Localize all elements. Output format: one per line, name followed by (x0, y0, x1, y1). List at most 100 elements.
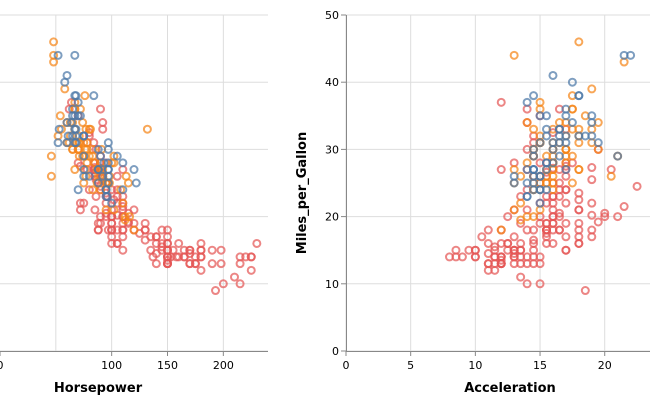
grid-lines (345, 14, 650, 352)
data-points (46, 37, 262, 296)
data-point-usa (561, 218, 571, 228)
data-point-japan (626, 50, 636, 60)
data-point-usa (496, 165, 506, 175)
data-point-japan (574, 91, 584, 101)
data-point-usa (522, 225, 532, 235)
data-point-usa (548, 238, 558, 248)
data-point-europe (529, 124, 539, 134)
data-point-japan (561, 111, 571, 121)
data-point-europe (496, 225, 506, 235)
data-point-usa (112, 171, 122, 181)
data-point-japan (73, 185, 83, 195)
data-point-europe (74, 138, 84, 148)
data-point-usa (554, 191, 564, 201)
data-point-usa (185, 259, 195, 269)
data-point-japan (89, 91, 99, 101)
data-point-japan (118, 158, 128, 168)
data-point-japan (103, 178, 113, 188)
data-point-usa (235, 259, 245, 269)
data-point-usa (157, 225, 167, 235)
data-point-japan (107, 198, 117, 208)
x-tick-label: 150 (157, 359, 178, 372)
data-point-usa (118, 232, 128, 242)
data-point-europe (120, 212, 130, 222)
data-point-usa (207, 259, 217, 269)
data-point-europe (529, 212, 539, 222)
data-point-usa (483, 259, 493, 269)
data-point-europe (567, 151, 577, 161)
data-point-usa (619, 202, 629, 212)
data-point-usa (151, 232, 161, 242)
data-point-usa (196, 265, 206, 275)
data-point-usa (587, 210, 597, 220)
data-point-japan (529, 144, 539, 154)
data-point-usa (561, 245, 571, 255)
data-point-europe (49, 37, 59, 47)
data-point-usa (112, 225, 122, 235)
data-point-usa (593, 217, 603, 227)
data-point-usa (444, 252, 454, 262)
y-axis-title: Miles_per_Gallon (295, 132, 310, 254)
data-point-europe (509, 50, 519, 60)
data-point-usa (118, 245, 128, 255)
data-point-usa (207, 245, 217, 255)
data-point-usa (98, 118, 108, 128)
data-point-usa (613, 212, 623, 222)
data-point-usa (483, 225, 493, 235)
data-point-usa (107, 225, 117, 235)
data-point-usa (157, 242, 167, 252)
data-point-japan (554, 151, 564, 161)
data-point-usa (140, 218, 150, 228)
data-point-japan (84, 171, 94, 181)
data-point-usa (509, 232, 519, 242)
data-point-japan (93, 178, 103, 188)
x-tick-label: 20 (598, 359, 612, 372)
y-tick-label: 40 (325, 76, 339, 89)
data-point-usa (470, 252, 480, 262)
data-point-japan (68, 104, 78, 114)
data-point-usa (600, 208, 610, 218)
data-point-usa (496, 97, 506, 107)
data-point-usa (574, 218, 584, 228)
data-point-japan (71, 91, 81, 101)
data-point-usa (587, 175, 597, 185)
data-point-japan (53, 50, 63, 60)
data-point-usa (196, 238, 206, 248)
data-point-usa (542, 225, 552, 235)
data-point-japan (535, 171, 545, 181)
data-point-japan (561, 165, 571, 175)
data-point-usa (235, 279, 245, 289)
data-point-usa (140, 235, 150, 245)
data-point-usa (516, 218, 526, 228)
data-point-japan (554, 124, 564, 134)
data-point-usa (548, 198, 558, 208)
data-point-japan (522, 191, 532, 201)
data-point-usa (96, 218, 105, 228)
data-point-usa (157, 238, 167, 248)
data-point-europe (46, 171, 56, 181)
data-point-usa (587, 163, 597, 173)
data-point-japan (62, 118, 72, 128)
data-point-europe (606, 171, 616, 181)
data-point-usa (580, 286, 590, 296)
data-point-usa (96, 104, 105, 114)
y-tick-label: 10 (325, 278, 339, 291)
data-point-usa (118, 202, 128, 212)
data-point-usa (529, 235, 539, 245)
data-point-japan (75, 111, 85, 121)
data-point-usa (516, 272, 526, 282)
data-point-japan (613, 151, 623, 161)
data-point-japan (70, 50, 80, 60)
data-point-usa (451, 245, 461, 255)
data-point-japan (98, 171, 108, 181)
data-point-usa (574, 232, 584, 242)
data-point-usa (535, 252, 545, 262)
data-point-europe (70, 165, 80, 175)
data-point-usa (84, 185, 94, 195)
data-point-japan (79, 171, 89, 181)
data-point-usa (241, 252, 251, 262)
data-point-europe (516, 198, 526, 208)
y-tick-label: 30 (325, 143, 339, 156)
data-point-japan (587, 131, 597, 141)
data-point-usa (600, 212, 610, 222)
